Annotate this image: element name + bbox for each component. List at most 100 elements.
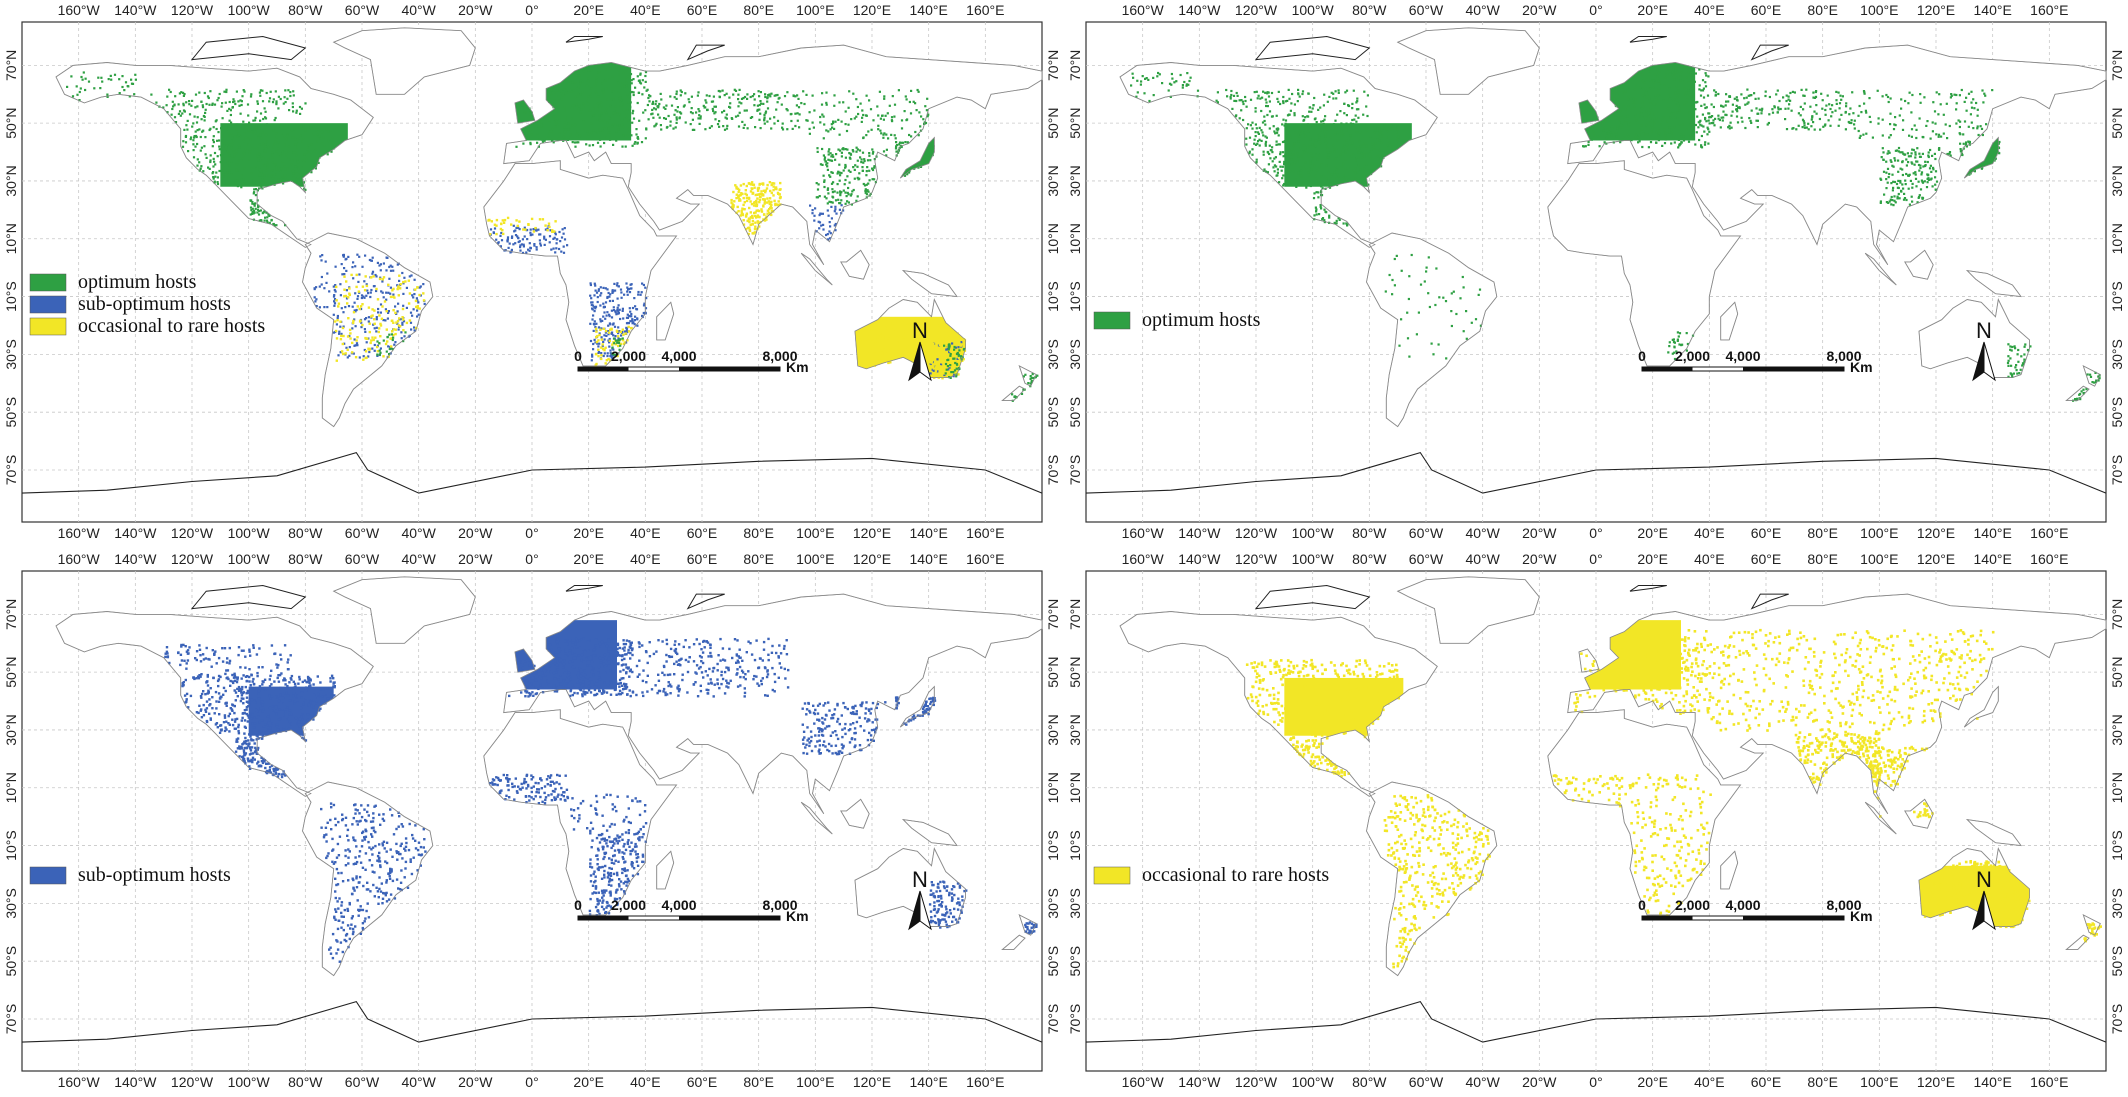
lat-tick-label-left: 50°S bbox=[3, 946, 19, 977]
lat-tick-label-left: 70°S bbox=[1067, 1004, 1083, 1035]
lon-tick-label-bottom: 140°W bbox=[114, 525, 157, 541]
lon-tick-label-top: 160°E bbox=[2030, 551, 2068, 567]
lat-tick-label-left: 30°S bbox=[1067, 888, 1083, 919]
lon-tick-label-top: 40°E bbox=[1694, 2, 1725, 18]
lon-tick-label-top: 160°E bbox=[966, 551, 1004, 567]
lat-tick-label-right: 70°S bbox=[1045, 1004, 1061, 1035]
lon-tick-label-top: 40°E bbox=[630, 551, 661, 567]
lat-tick-label-right: 10°S bbox=[1045, 830, 1061, 861]
scale-label: 4,000 bbox=[1725, 348, 1760, 364]
lon-tick-label-top: 120°W bbox=[1235, 2, 1278, 18]
lon-tick-label-bottom: 0° bbox=[1589, 1074, 1602, 1090]
lat-tick-label-left: 10°S bbox=[3, 281, 19, 312]
scale-label: 8,000 bbox=[1826, 348, 1861, 364]
lat-tick-label-right: 30°N bbox=[2109, 714, 2125, 745]
lon-tick-label-top: 20°W bbox=[458, 2, 493, 18]
arctic-islands bbox=[1254, 35, 1789, 61]
scale-label: 8,000 bbox=[762, 897, 797, 913]
lat-tick-label-left: 30°N bbox=[3, 165, 19, 196]
lat-tick-label-right: 10°S bbox=[1045, 281, 1061, 312]
lon-tick-label-bottom: 80°E bbox=[743, 1074, 774, 1090]
lon-tick-label-bottom: 80°W bbox=[1352, 525, 1387, 541]
lon-tick-label-bottom: 0° bbox=[525, 1074, 538, 1090]
lon-tick-label-top: 0° bbox=[525, 551, 538, 567]
lat-tick-label-right: 30°S bbox=[1045, 339, 1061, 370]
lat-tick-label-right: 70°N bbox=[1045, 50, 1061, 81]
arctic-islands bbox=[1254, 584, 1789, 610]
north-label: N bbox=[912, 318, 928, 343]
lon-tick-label-bottom: 60°W bbox=[345, 525, 380, 541]
map-svg: 160°W 160°W 140°W 140°W 120°W 120°W 100°W 100°W… bbox=[3, 551, 1061, 1090]
lat-tick-label-right: 30°N bbox=[2109, 165, 2125, 196]
lat-tick-label-right: 70°N bbox=[2109, 50, 2125, 81]
lat-tick-label-right: 10°S bbox=[2109, 830, 2125, 861]
lon-tick-label-top: 20°E bbox=[1637, 2, 1668, 18]
legend-label-sub_optimum: sub-optimum hosts bbox=[78, 293, 231, 315]
lon-tick-label-top: 0° bbox=[525, 2, 538, 18]
lon-tick-label-bottom: 80°W bbox=[288, 525, 323, 541]
lon-tick-label-top: 100°W bbox=[1292, 2, 1335, 18]
lat-tick-label-right: 50°S bbox=[1045, 397, 1061, 428]
lon-tick-label-top: 0° bbox=[1589, 2, 1602, 18]
legend: occasional to rare hosts bbox=[1093, 864, 1329, 886]
lon-tick-label-top: 160°W bbox=[1122, 551, 1165, 567]
lon-tick-label-bottom: 160°E bbox=[966, 1074, 1004, 1090]
lat-tick-label-left: 50°N bbox=[1067, 108, 1083, 139]
lat-tick-label-left: 10°N bbox=[3, 223, 19, 254]
antarctica-coast bbox=[21, 1000, 1043, 1043]
lon-tick-label-top: 160°W bbox=[58, 2, 101, 18]
legend: sub-optimum hosts bbox=[29, 864, 231, 886]
lon-tick-label-bottom: 140°E bbox=[1974, 525, 2012, 541]
lon-tick-label-top: 80°W bbox=[288, 551, 323, 567]
lat-tick-label-left: 10°S bbox=[3, 830, 19, 861]
lat-tick-label-right: 50°S bbox=[2109, 397, 2125, 428]
map-panel-optimum-hosts: 160°W 160°W 140°W 140°W 120°W 120°W 100°W 100°W… bbox=[1064, 0, 2128, 548]
lon-tick-label-bottom: 60°E bbox=[1751, 1074, 1782, 1090]
lon-tick-label-bottom: 120°E bbox=[853, 1074, 891, 1090]
scale-unit: Km bbox=[1850, 359, 1873, 375]
optimum-points bbox=[66, 65, 1039, 402]
lon-tick-label-bottom: 20°W bbox=[458, 1074, 493, 1090]
lon-tick-label-bottom: 160°W bbox=[1122, 1074, 1165, 1090]
occasional-points bbox=[333, 181, 967, 380]
lon-tick-label-bottom: 120°E bbox=[853, 525, 891, 541]
lat-tick-label-right: 30°S bbox=[2109, 888, 2125, 919]
map-panel-occasional-hosts: 160°W 160°W 140°W 140°W 120°W 120°W 100°W 100°W… bbox=[1064, 549, 2128, 1097]
legend-label-occasional: occasional to rare hosts bbox=[1142, 864, 1329, 886]
legend: optimum hosts bbox=[1093, 309, 1261, 331]
lon-tick-label-bottom: 120°W bbox=[171, 1074, 214, 1090]
lon-tick-label-bottom: 20°W bbox=[1522, 525, 1557, 541]
scale-label: 0 bbox=[574, 897, 582, 913]
lon-tick-label-top: 20°E bbox=[573, 2, 604, 18]
lon-tick-label-top: 40°W bbox=[401, 551, 436, 567]
north-arrow: N bbox=[908, 318, 932, 382]
lon-tick-label-top: 20°W bbox=[1522, 551, 1557, 567]
lon-tick-label-top: 60°E bbox=[1751, 2, 1782, 18]
lon-tick-label-top: 120°E bbox=[853, 2, 891, 18]
lat-tick-label-left: 70°N bbox=[3, 599, 19, 630]
lon-tick-label-bottom: 40°W bbox=[1465, 1074, 1500, 1090]
lat-tick-label-right: 30°S bbox=[1045, 888, 1061, 919]
lon-tick-label-bottom: 80°W bbox=[288, 1074, 323, 1090]
lon-tick-label-top: 80°E bbox=[743, 2, 774, 18]
lat-tick-label-left: 30°N bbox=[1067, 165, 1083, 196]
north-arrow: N bbox=[1972, 318, 1996, 382]
graticule bbox=[22, 571, 1042, 1071]
lat-tick-label-left: 70°N bbox=[3, 50, 19, 81]
lat-tick-label-right: 10°N bbox=[2109, 772, 2125, 803]
lat-tick-label-right: 70°S bbox=[1045, 455, 1061, 486]
arctic-islands bbox=[190, 584, 725, 610]
lon-tick-label-top: 100°E bbox=[1860, 2, 1898, 18]
lat-tick-label-right: 50°N bbox=[1045, 657, 1061, 688]
lat-tick-label-right: 10°S bbox=[2109, 281, 2125, 312]
lon-tick-label-bottom: 40°W bbox=[401, 525, 436, 541]
scale-label: 4,000 bbox=[661, 897, 696, 913]
scale-label: 2,000 bbox=[611, 897, 646, 913]
lon-tick-label-bottom: 100°E bbox=[1860, 1074, 1898, 1090]
antarctica-coast bbox=[1085, 451, 2107, 494]
map-panel-sub-optimum-hosts: 160°W 160°W 140°W 140°W 120°W 120°W 100°W 100°W… bbox=[0, 549, 1064, 1097]
lon-tick-label-top: 60°W bbox=[1409, 2, 1444, 18]
lon-tick-label-top: 80°E bbox=[743, 551, 774, 567]
